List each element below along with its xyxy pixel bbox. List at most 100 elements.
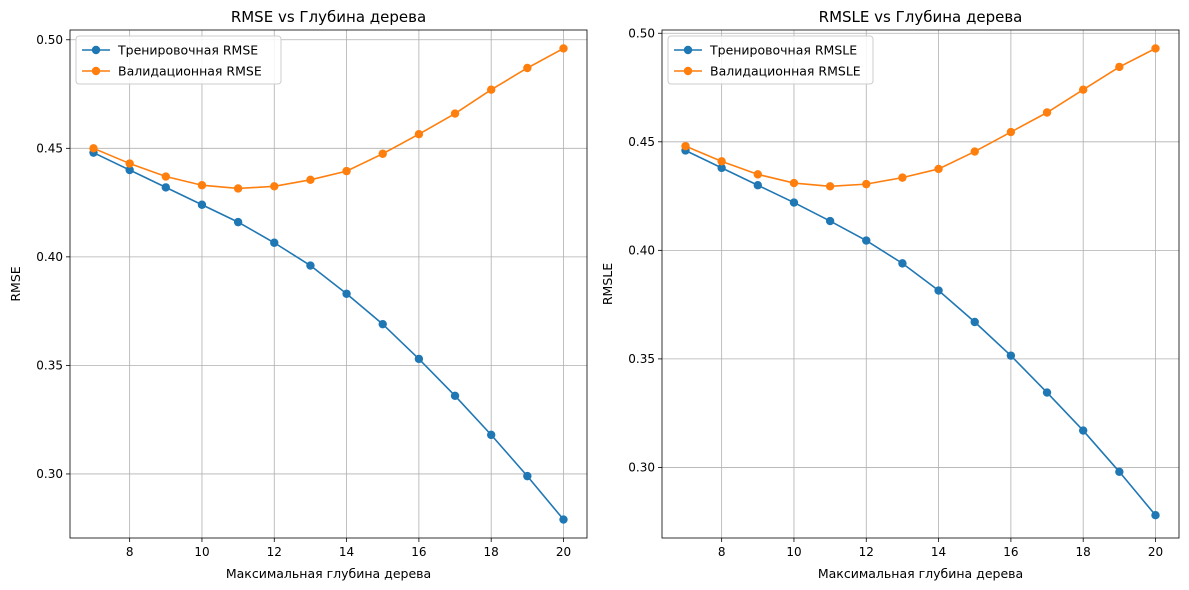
legend: Тренировочная RMSLE Валидационная RMSLE [667, 35, 874, 85]
data-point [789, 178, 799, 188]
data-point [233, 217, 243, 227]
y-axis-label: RMSLE [600, 263, 615, 305]
data-point [559, 44, 568, 53]
chart-title: RMSE vs Глубина дерева [231, 8, 426, 26]
data-point [1078, 426, 1088, 435]
data-point [717, 157, 726, 166]
chart-title: RMSLE vs Глубина дерева [819, 8, 1023, 26]
legend-swatch-marker [683, 45, 693, 55]
data-point [523, 471, 532, 481]
x-tick-label: 20 [1148, 545, 1163, 559]
x-tick-label: 10 [786, 545, 801, 559]
x-axis-label: Максимальная глубина дерева [226, 566, 431, 581]
data-point [306, 175, 315, 184]
plot-area: 8 10 12 14 16 18 20 0.30 0.35 0.40 0.45 0.50 [628, 26, 1180, 559]
data-point [378, 149, 387, 158]
data-point [270, 238, 279, 247]
x-tick-label: 10 [194, 545, 209, 559]
data-point [342, 166, 351, 176]
data-point [450, 391, 460, 401]
data-point [306, 261, 315, 270]
data-point [862, 236, 871, 245]
y-tick-label: 0.30 [628, 460, 655, 474]
x-tick-label: 8 [126, 545, 134, 559]
x-tick-label: 16 [1003, 545, 1018, 559]
data-point [270, 182, 279, 191]
y-tick-label: 0.50 [628, 26, 655, 40]
data-point [970, 317, 979, 327]
data-point [1078, 85, 1088, 94]
data-point [717, 163, 726, 173]
x-axis-label: Максимальная глубина дерева [818, 566, 1023, 581]
data-point [414, 354, 424, 364]
x-tick-label: 8 [718, 545, 726, 559]
data-point [161, 172, 171, 181]
data-point [161, 183, 171, 192]
data-point [559, 515, 568, 524]
data-point [233, 184, 243, 193]
data-point [789, 198, 799, 207]
data-point [753, 170, 763, 179]
y-tick-label: 0.35 [628, 352, 655, 366]
data-point [1151, 44, 1160, 53]
data-point [681, 141, 690, 151]
data-point [523, 63, 532, 73]
data-point [342, 289, 351, 298]
data-point [1115, 62, 1124, 72]
series-train [89, 148, 568, 524]
x-tick-label: 12 [267, 545, 282, 559]
y-tick-label: 0.50 [36, 33, 63, 47]
data-point [1006, 127, 1016, 137]
y-tick-label: 0.30 [36, 467, 63, 481]
y-tick-label: 0.40 [36, 250, 63, 264]
data-point [197, 200, 207, 209]
chart-rmsle: 8 10 12 14 16 18 20 0.30 0.35 0.40 0.45 0.50 RMSLE … [600, 8, 1180, 581]
y-axis-label: RMSE [8, 266, 23, 301]
x-tick-label: 20 [556, 545, 571, 559]
series-validation [681, 44, 1160, 191]
series-train [681, 146, 1160, 520]
y-tick-label: 0.45 [36, 141, 63, 155]
x-tick-label: 18 [484, 545, 499, 559]
x-tick-label: 12 [859, 545, 874, 559]
x-tick-label: 14 [339, 545, 354, 559]
data-point [1042, 108, 1052, 117]
data-point [970, 147, 979, 156]
data-point [1151, 511, 1160, 520]
x-tick-label: 14 [931, 545, 946, 559]
data-point [898, 173, 907, 182]
legend-box [75, 35, 282, 85]
data-point [1115, 467, 1124, 476]
data-point [1042, 388, 1052, 397]
y-tick-label: 0.35 [36, 358, 63, 372]
legend-swatch-marker [91, 66, 101, 76]
data-point [753, 181, 763, 190]
data-point [125, 159, 134, 168]
series-line [685, 149, 1157, 516]
x-tick-label: 16 [411, 545, 426, 559]
legend-label-validation: Валидационная RMSE [118, 64, 262, 79]
legend-swatch-marker [683, 66, 693, 76]
data-point [486, 85, 496, 94]
chart-rmse: 8 10 12 14 16 18 20 0.30 0.35 0.40 0.45 0.50 RMSE v… [8, 8, 588, 581]
data-point [450, 109, 460, 118]
series-line [685, 47, 1156, 188]
data-point [825, 216, 835, 226]
series-line [93, 47, 564, 190]
y-tick-label: 0.40 [628, 243, 655, 257]
data-point [825, 182, 835, 191]
axes-frame [661, 29, 1180, 539]
axes-frame [69, 29, 588, 539]
y-tick-label: 0.45 [628, 135, 655, 149]
series-validation [89, 44, 568, 193]
data-point [486, 430, 496, 440]
legend-label-validation: Валидационная RMSLE [710, 64, 861, 79]
plot-area: 8 10 12 14 16 18 20 0.30 0.35 0.40 0.45 0.50 [36, 29, 588, 559]
series-line [93, 151, 565, 521]
data-point [1006, 351, 1016, 360]
legend: Тренировочная RMSE Валидационная RMSE [75, 35, 282, 85]
data-point [125, 165, 134, 175]
legend-label-train: Тренировочная RMSE [117, 43, 258, 58]
